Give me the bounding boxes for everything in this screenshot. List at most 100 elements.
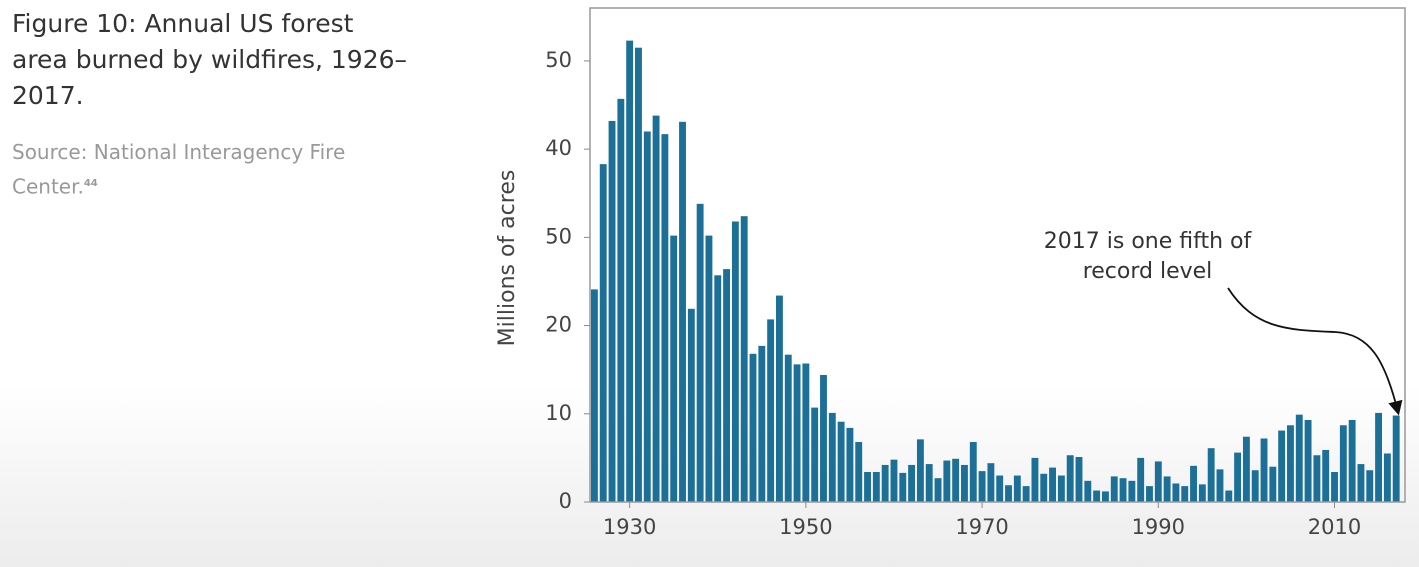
annotation: 2017 is one fifth of record level [1043, 229, 1252, 284]
source: Source: National Interagency Fire Center… [12, 137, 402, 203]
bar [679, 121, 686, 503]
x-tick-label: 1970 [955, 515, 1008, 539]
bar [1022, 486, 1030, 502]
bar [1375, 412, 1383, 502]
bar [1357, 464, 1365, 502]
bar [617, 98, 625, 502]
x-tick-label: 2010 [1308, 515, 1361, 539]
y-axis-label: Millions of acres [495, 170, 520, 347]
bar [1172, 483, 1180, 502]
bar [811, 407, 819, 502]
bar [925, 464, 933, 502]
bar [1154, 461, 1162, 502]
bar [1278, 430, 1286, 502]
bar [1146, 486, 1153, 502]
bar [1366, 470, 1374, 502]
bar [1110, 476, 1118, 502]
bar [1128, 480, 1136, 502]
bar [1331, 472, 1338, 502]
bar [1260, 438, 1268, 502]
bar [899, 472, 907, 502]
bar [881, 464, 889, 502]
source-note: 44 [83, 178, 98, 189]
x-tick-label: 1950 [779, 515, 832, 539]
bar [828, 412, 836, 502]
bar [696, 203, 704, 503]
bar [1287, 425, 1294, 502]
bar [1040, 473, 1048, 502]
bar [1119, 478, 1127, 502]
bar [864, 472, 871, 502]
bar [635, 47, 642, 502]
bar [1216, 469, 1224, 502]
bar [961, 464, 968, 502]
bar [626, 40, 634, 503]
bar [793, 364, 801, 502]
bar [652, 115, 660, 502]
y-tick-label: 20 [545, 313, 572, 337]
bar [802, 363, 810, 502]
bar [978, 471, 986, 502]
bar [872, 472, 880, 502]
bar [1322, 449, 1330, 502]
bar [1031, 457, 1039, 502]
bar [1234, 452, 1242, 502]
bar [714, 275, 722, 502]
bar [723, 269, 731, 502]
bar [1207, 448, 1215, 502]
annotation-arrow [1227, 287, 1403, 416]
source-text: Source: National Interagency Fire Center… [12, 140, 346, 199]
bar [705, 235, 713, 503]
bar [740, 216, 748, 502]
bar [820, 374, 827, 502]
bar [1101, 491, 1109, 502]
bar [846, 427, 854, 502]
bar [731, 221, 739, 502]
bar [943, 460, 951, 502]
x-tick-label: 1930 [603, 515, 656, 539]
bar [996, 475, 1004, 502]
bar [1313, 455, 1321, 502]
bar [1181, 486, 1189, 502]
bar [837, 421, 845, 502]
bar [590, 289, 598, 502]
bar [1005, 485, 1012, 502]
bar [670, 235, 678, 503]
bar [758, 345, 766, 502]
bar [1049, 467, 1057, 502]
bar [775, 295, 783, 502]
bar [916, 439, 924, 502]
bar [749, 353, 757, 502]
bar [1383, 453, 1391, 502]
y-tick-label: 10 [545, 401, 572, 425]
bar [908, 464, 916, 502]
bar [1392, 415, 1400, 502]
bar [1066, 455, 1074, 502]
bar [1057, 475, 1065, 502]
bar [1348, 419, 1356, 502]
bar [1137, 457, 1145, 502]
bar [987, 463, 995, 502]
bar [1190, 465, 1197, 502]
bar [890, 459, 898, 502]
bar [1013, 475, 1021, 502]
bar [952, 458, 960, 502]
bar [1198, 484, 1206, 502]
y-tick-label: 50 [545, 48, 572, 72]
bar [1295, 414, 1303, 502]
y-tick-label: 0 [559, 489, 572, 513]
bar [599, 164, 607, 502]
bar [1225, 490, 1233, 502]
bar [1242, 436, 1250, 502]
bar [661, 134, 669, 502]
bar [608, 120, 616, 503]
bar [1075, 457, 1083, 502]
bar [1269, 466, 1277, 502]
bar [855, 442, 863, 502]
bar [1163, 476, 1171, 502]
bar [1093, 490, 1101, 502]
bar [1304, 419, 1312, 502]
figure-title: Figure 10: Annual US forest area burned … [12, 9, 408, 110]
